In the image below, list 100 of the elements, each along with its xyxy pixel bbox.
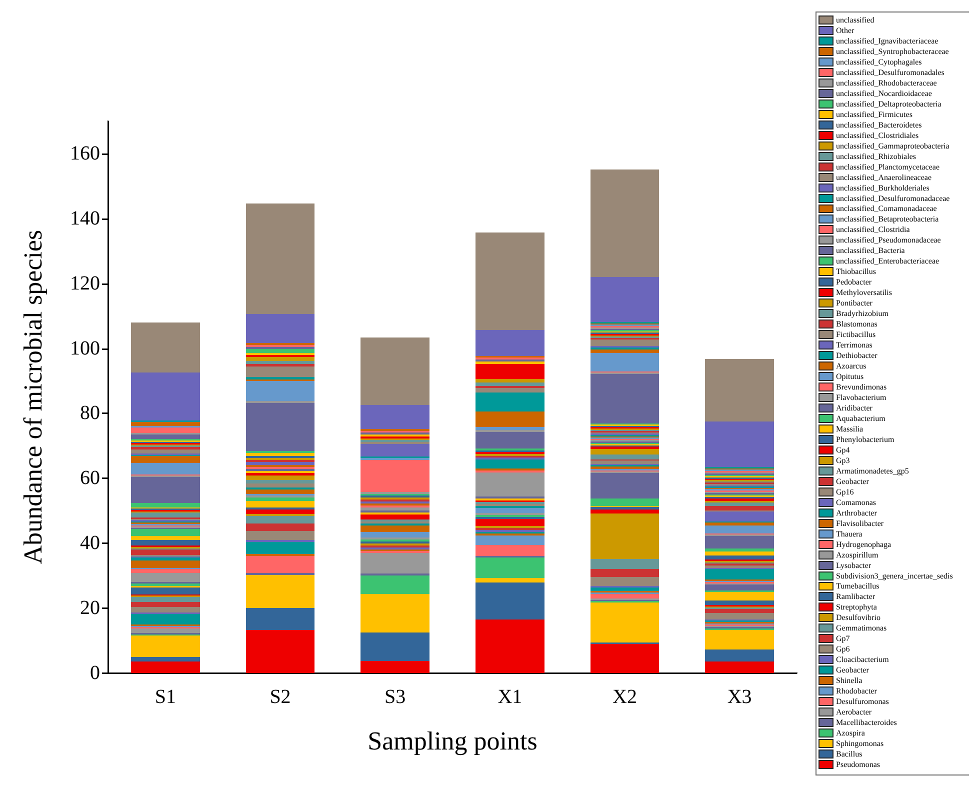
legend-label: unclassified_Rhizobiales bbox=[836, 152, 916, 161]
bar bbox=[590, 472, 660, 499]
bar bbox=[475, 508, 544, 513]
bar bbox=[246, 630, 315, 673]
legend-label: Massilia bbox=[836, 424, 864, 434]
legend-label: unclassified_Clostridia bbox=[836, 225, 910, 234]
bar bbox=[590, 559, 660, 569]
legend-label: Desulfovibrio bbox=[836, 613, 880, 622]
bar bbox=[130, 662, 200, 673]
bar bbox=[590, 340, 660, 346]
legend-label: Phenylobacterium bbox=[836, 434, 895, 444]
bar bbox=[590, 507, 660, 510]
legend-label: Azospirillum bbox=[836, 550, 879, 560]
legend-label: Bradyrhizobium bbox=[836, 309, 890, 318]
legend-label: Aridibacter bbox=[836, 403, 873, 412]
legend-label: unclassified_Cytophagales bbox=[836, 57, 922, 66]
bar bbox=[246, 472, 315, 476]
bar bbox=[475, 426, 544, 430]
bar bbox=[475, 432, 544, 448]
legend-label: Aerobacter bbox=[836, 708, 872, 717]
bar bbox=[705, 525, 774, 534]
bar bbox=[360, 507, 430, 511]
bar bbox=[360, 460, 430, 492]
bar bbox=[246, 490, 315, 494]
legend-label: Streptophyta bbox=[836, 602, 878, 612]
legend-label: unclassified_Enterobacteriaceae bbox=[836, 256, 940, 266]
legend-label: Rhodobacter bbox=[836, 686, 878, 696]
legend-label: Blastomonas bbox=[836, 320, 878, 329]
bar bbox=[246, 498, 315, 501]
y-tick-label: 40 bbox=[80, 532, 100, 554]
legend-label: unclassified_Desulfuromonadales bbox=[836, 68, 944, 77]
bar bbox=[590, 514, 660, 560]
bar bbox=[705, 512, 774, 522]
bar bbox=[590, 448, 660, 454]
y-tick-label: 60 bbox=[80, 467, 100, 490]
legend-label: unclassified bbox=[836, 15, 874, 24]
legend-label: Gp3 bbox=[836, 456, 850, 465]
bar bbox=[246, 348, 315, 354]
bar bbox=[246, 516, 315, 524]
y-tick-label: 80 bbox=[80, 402, 100, 424]
bar bbox=[130, 602, 200, 607]
bar bbox=[130, 476, 200, 503]
bar bbox=[705, 569, 774, 580]
legend-label: Methyloversatilis bbox=[836, 288, 892, 298]
legend-label: Brevundimonas bbox=[836, 382, 887, 392]
legend-label: Shinella bbox=[836, 676, 863, 686]
bar bbox=[130, 572, 200, 582]
bar bbox=[360, 405, 430, 429]
bar bbox=[360, 514, 430, 520]
legend-label: Subdivision3_genera_incertae_sedis bbox=[836, 571, 953, 580]
legend-label: unclassified_Rhodobacteraceae bbox=[836, 78, 938, 88]
legend-label: Opitutus bbox=[836, 372, 864, 382]
bar bbox=[475, 382, 544, 386]
legend-label: Gemmatimonas bbox=[836, 624, 887, 633]
bar bbox=[130, 587, 200, 594]
bar bbox=[705, 506, 774, 510]
bar bbox=[360, 532, 430, 538]
bar bbox=[130, 636, 200, 657]
bar bbox=[246, 476, 315, 480]
x-tick-label: S3 bbox=[384, 686, 406, 708]
legend-label: Geobacter bbox=[836, 666, 870, 675]
bar bbox=[705, 609, 774, 613]
bar bbox=[360, 525, 430, 532]
legend-label: Fictibacillus bbox=[836, 330, 876, 340]
bar bbox=[130, 550, 200, 556]
x-tick-label: X3 bbox=[727, 686, 752, 708]
bar bbox=[360, 576, 430, 594]
bar bbox=[130, 463, 200, 474]
legend-label: Other bbox=[836, 26, 855, 35]
legend-label: Terrimonas bbox=[836, 340, 872, 350]
bar bbox=[705, 548, 774, 552]
bar bbox=[246, 452, 315, 456]
bar bbox=[475, 364, 544, 379]
bar bbox=[130, 536, 200, 540]
legend-label: Gp16 bbox=[836, 487, 854, 496]
x-tick-label: S2 bbox=[270, 686, 291, 708]
y-tick-label: 0 bbox=[90, 662, 100, 684]
legend-label: unclassified_Nocardioidaceae bbox=[836, 88, 932, 98]
bar bbox=[130, 422, 200, 426]
legend-label: Sphingomonas bbox=[836, 739, 884, 748]
legend-label: Gp6 bbox=[836, 644, 850, 654]
x-tick-label: X2 bbox=[612, 686, 637, 708]
bar bbox=[246, 376, 315, 380]
bar bbox=[475, 460, 544, 468]
bar bbox=[475, 619, 544, 673]
legend-label: Tumebacillus bbox=[836, 582, 880, 591]
bar bbox=[130, 558, 200, 560]
legend-label: Macellibacteroides bbox=[836, 718, 897, 728]
legend-label: Ramlibacter bbox=[836, 592, 876, 602]
bar bbox=[590, 460, 660, 464]
bar bbox=[130, 628, 200, 634]
bar bbox=[475, 392, 544, 412]
bar bbox=[130, 456, 200, 464]
bar bbox=[360, 660, 430, 673]
legend-label: Azoarcus bbox=[836, 362, 866, 371]
bar bbox=[590, 644, 660, 673]
legend-label: Gp4 bbox=[836, 445, 850, 454]
bar bbox=[130, 372, 200, 421]
bar bbox=[475, 472, 544, 496]
legend-label: Lysobacter bbox=[836, 560, 872, 570]
